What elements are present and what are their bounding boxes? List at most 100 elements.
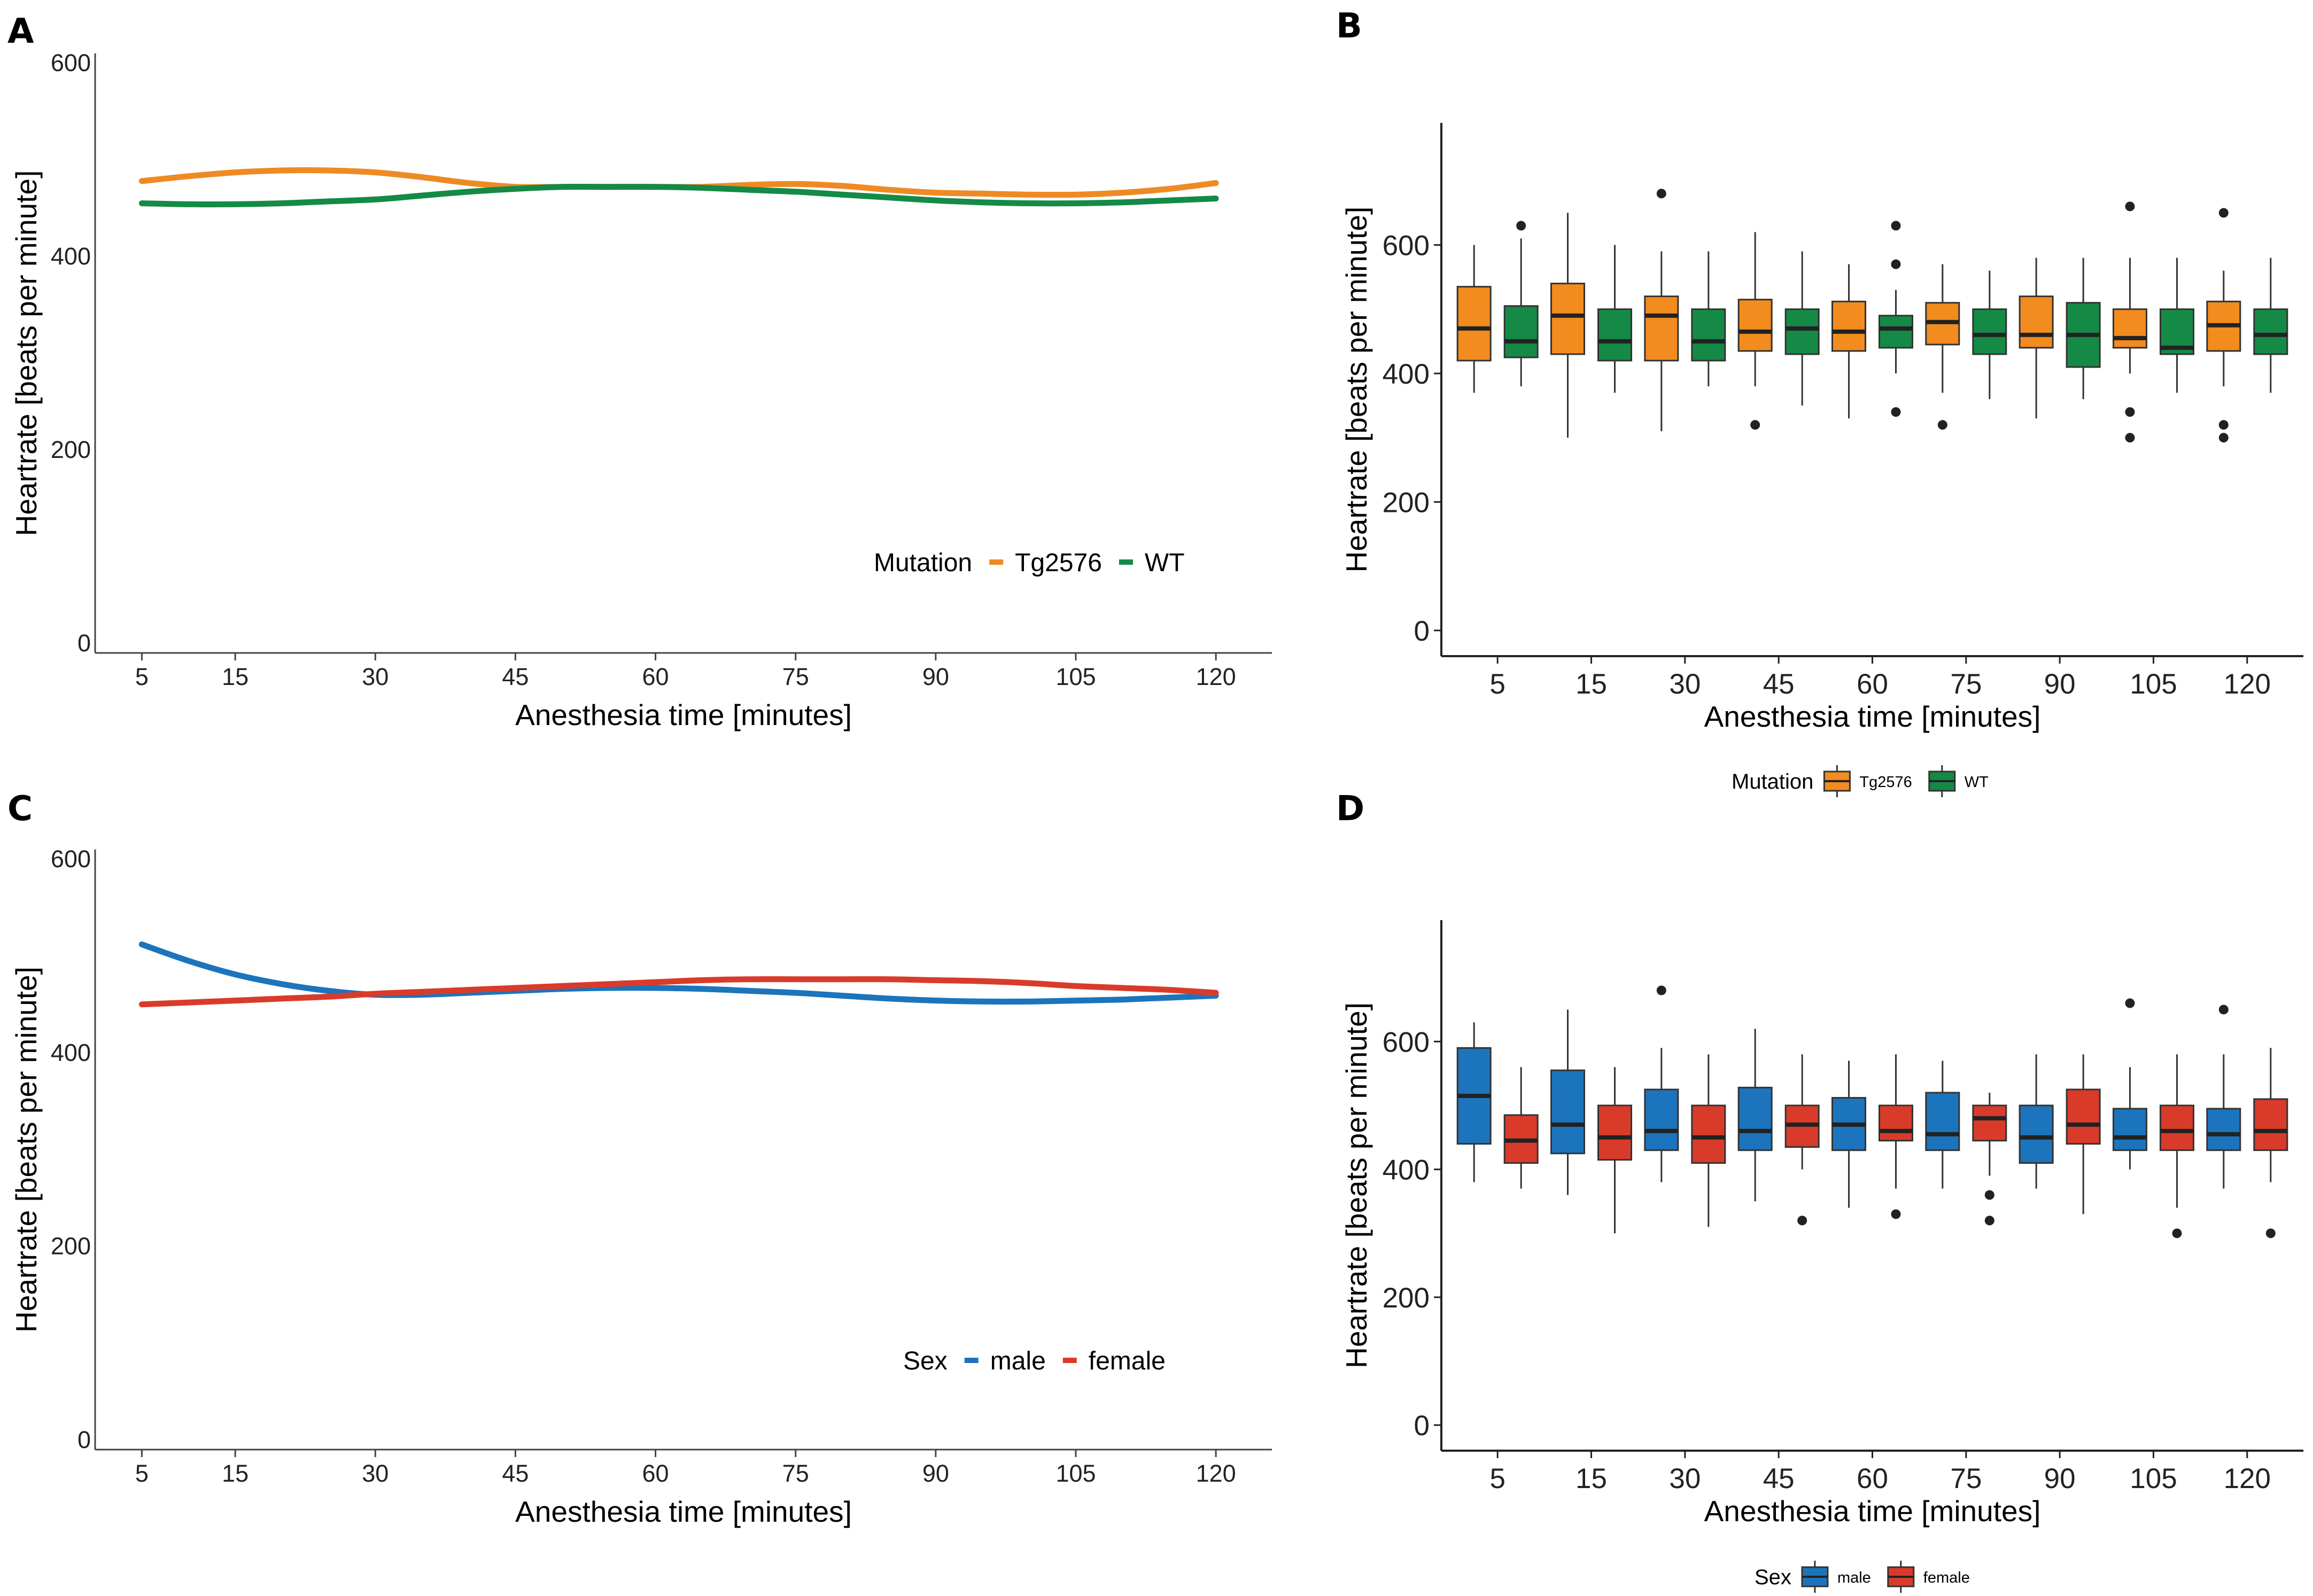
box-female [2253,1098,2288,1151]
x-tick-label: 120 [1196,1460,1236,1487]
x-tick-label: 75 [1950,668,1982,700]
outlier-point-tg2576 [2218,433,2229,443]
outlier-point-tg2576 [2218,420,2229,430]
y-tick-label: 200 [51,436,91,463]
x-tick-label: 5 [1489,668,1505,700]
x-tick-label: 5 [1489,1463,1505,1494]
outlier-point-tg2576 [2125,201,2135,212]
x-tick-label: 75 [782,663,809,690]
x-tick-label: 45 [502,663,529,690]
y-tick-label: 400 [51,243,91,270]
y-axis-title: Heartrate [beats per minute] [1340,207,1373,573]
outlier-point-female [1984,1190,1994,1200]
x-tick-label: 30 [1669,668,1701,700]
outlier-point-wt [1891,221,1901,231]
box-female [1691,1104,1726,1164]
y-tick-label: 0 [77,1426,91,1453]
x-tick-label: 90 [2044,668,2076,700]
box-wt [1972,308,2007,355]
x-tick-label: 30 [362,1460,389,1487]
box-male [1925,1092,1960,1151]
outlier-point-wt [1891,407,1901,417]
x-tick-label: 60 [1857,1463,1888,1494]
legend-label: female [1089,1347,1166,1375]
outlier-point-wt [1516,221,1526,231]
outlier-point-tg2576 [1937,420,1947,430]
x-tick-label: 105 [2130,668,2177,700]
y-axis-title: Heartrate [beats per minute] [1340,1002,1373,1368]
box-female [2066,1088,2101,1145]
panel-a-line-chart: 0 200 400 600 5 15 30 45 60 75 90 105 120 Anesthesia … [10,49,1272,731]
box-tg2576 [1456,286,1492,362]
outlier-point-tg2576 [1750,420,1760,430]
legend-title: Sex [903,1347,948,1375]
series-line-female [138,976,1219,1008]
legend: Mutation Tg2576 WT [1732,765,1989,797]
x-tick-label: 15 [222,1460,249,1487]
outlier-point-wt [1891,259,1901,269]
legend-title: Mutation [1732,770,1813,793]
x-tick-label: 120 [2224,1463,2271,1494]
series-line-male [138,941,1219,1005]
x-tick-label: 45 [1763,668,1795,700]
outlier-point-female [2265,1228,2276,1239]
outlier-point-female [1984,1216,1994,1226]
x-tick-label: 105 [1055,1460,1096,1487]
y-tick-label: 600 [51,49,91,76]
x-tick-label: 105 [2130,1463,2177,1494]
x-tick-label: 75 [1950,1463,1982,1494]
y-tick-label: 200 [1383,1282,1430,1314]
outlier-point-female [2172,1228,2182,1239]
y-tick-label: 600 [1383,1026,1430,1058]
box-tg2576 [1644,295,1679,362]
box-wt [1784,308,1820,355]
outlier-point-tg2576 [2218,208,2229,218]
y-tick-label: 600 [51,845,91,873]
box-tg2576 [1737,299,1773,352]
legend-label: female [1923,1569,1970,1586]
legend-title: Mutation [874,549,972,577]
y-axis-title: Heartrate [beats per minute] [10,967,43,1333]
box-male [1737,1086,1773,1151]
y-tick-label: 0 [77,629,91,657]
x-tick-label: 45 [502,1460,529,1487]
x-tick-label: 5 [135,663,149,690]
panel-d-box-chart: 0 200 400 600 5 15 30 45 60 75 90 105 120 Anesthesia … [1340,920,2303,1593]
box-wt [1597,308,1633,362]
x-tick-label: 60 [642,1460,669,1487]
y-tick-label: 400 [51,1039,91,1066]
x-tick-label: 15 [1575,1463,1607,1494]
outlier-point-male [1656,985,1666,995]
outlier-point-tg2576 [1656,189,1666,199]
x-tick-label: 90 [2044,1463,2076,1494]
outlier-point-male [2125,998,2135,1008]
legend-title: Sex [1755,1566,1791,1589]
y-tick-label: 200 [1383,487,1430,518]
x-axis-title: Anesthesia time [minutes] [1704,1494,2041,1528]
outlier-point-female [1891,1209,1901,1219]
x-axis-title: Anesthesia time [minutes] [515,698,852,731]
series-line-tg2576 [138,167,1219,198]
box-female [1972,1104,2007,1142]
y-tick-label: 0 [1414,616,1430,647]
x-tick-label: 75 [782,1460,809,1487]
legend-label: Tg2576 [1015,549,1102,577]
box-male [2206,1108,2241,1151]
box-tg2576 [2019,295,2054,349]
y-tick-label: 600 [1383,230,1430,261]
box-female [1597,1104,1633,1161]
legend: Sex male female [903,1347,1166,1375]
x-tick-label: 105 [1055,663,1096,690]
panel-c-line-chart: 0 200 400 600 5 15 30 45 60 75 90 105 120 Anesthesia … [10,845,1272,1528]
panel-label-d: D [1336,789,1364,829]
y-tick-label: 0 [1414,1410,1430,1442]
box-tg2576 [1550,283,1586,355]
x-tick-label: 60 [1857,668,1888,700]
box-wt [2253,308,2288,355]
x-axis-title: Anesthesia time [minutes] [1704,700,2041,733]
x-tick-label: 30 [1669,1463,1701,1494]
box-wt [1503,305,1539,359]
box-wt [1879,315,1913,349]
outlier-point-male [2218,1005,2229,1015]
